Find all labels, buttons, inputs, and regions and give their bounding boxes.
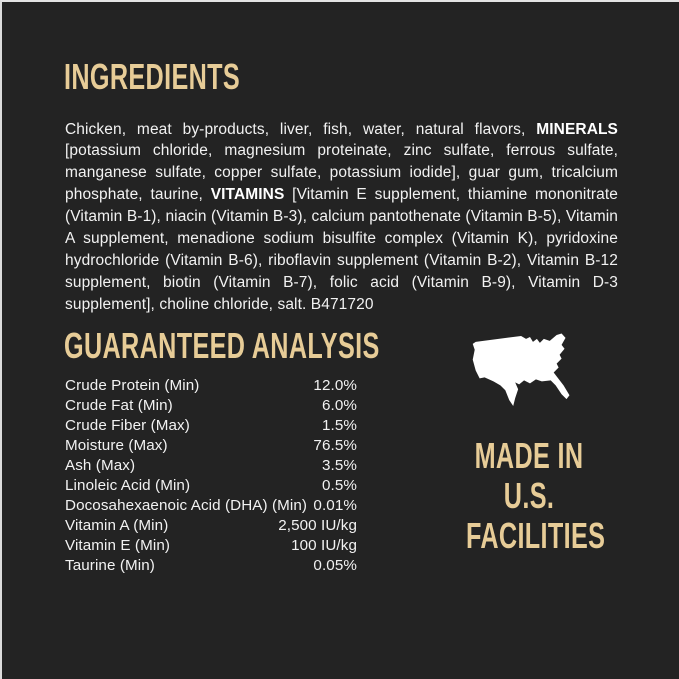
usa-map-icon	[472, 333, 570, 407]
minerals-label: MINERALS	[536, 120, 618, 138]
analysis-label: Vitamin A (Min)	[65, 517, 169, 534]
analysis-label: Crude Protein (Min)	[65, 377, 200, 394]
analysis-value: 0.5%	[321, 477, 357, 494]
analysis-label: Docosahexaenoic Acid (DHA) (Min)	[65, 497, 308, 514]
ingredients-text-part1: Chicken, meat by-products, liver, fish, …	[65, 120, 537, 138]
analysis-value: 1.5%	[321, 417, 357, 434]
made-in-text: MADE IN U.S. FACILITIES	[439, 436, 619, 556]
ingredients-heading: INGREDIENTS	[64, 56, 241, 97]
analysis-row: Crude Protein (Min) 12.0%	[65, 376, 357, 396]
analysis-label: Crude Fiber (Max)	[65, 417, 190, 434]
analysis-row: Crude Fat (Min) 6.0%	[65, 396, 357, 416]
analysis-value: 12.0%	[313, 377, 357, 394]
analysis-row: Ash (Max) 3.5%	[65, 456, 357, 476]
made-in-line-2: U.S.	[503, 475, 555, 516]
analysis-value: 76.5%	[313, 437, 357, 454]
analysis-row: Crude Fiber (Max) 1.5%	[65, 416, 357, 436]
ingredients-paragraph: Chicken, meat by-products, liver, fish, …	[65, 119, 618, 316]
analysis-value: 2,500 IU/kg	[278, 517, 357, 534]
analysis-label: Moisture (Max)	[65, 437, 168, 454]
made-in-line-3: FACILITIES	[466, 515, 606, 556]
analysis-value: 6.0%	[321, 397, 357, 414]
analysis-row: Moisture (Max) 76.5%	[65, 436, 357, 456]
analysis-label: Linoleic Acid (Min)	[65, 477, 191, 494]
analysis-label: Crude Fat (Min)	[65, 397, 173, 414]
guaranteed-analysis-heading: GUARANTEED ANALYSIS	[64, 325, 380, 366]
analysis-row: Vitamin E (Min) 100 IU/kg	[65, 536, 357, 556]
analysis-value: 0.05%	[313, 557, 357, 574]
ingredients-text-part2: [potassium chloride, magnesium proteinat…	[65, 142, 618, 204]
analysis-label: Vitamin E (Min)	[65, 537, 171, 554]
analysis-value: 3.5%	[321, 457, 357, 474]
analysis-row: Taurine (Min) 0.05%	[65, 556, 357, 576]
guaranteed-analysis-table: Crude Protein (Min) 12.0% Crude Fat (Min…	[65, 376, 357, 576]
analysis-label: Ash (Max)	[65, 457, 136, 474]
analysis-value: 100 IU/kg	[291, 537, 357, 554]
analysis-label: Taurine (Min)	[65, 557, 155, 574]
analysis-row: Vitamin A (Min) 2,500 IU/kg	[65, 516, 357, 536]
made-in-us-block: MADE IN U.S. FACILITIES	[439, 333, 619, 556]
analysis-row: Linoleic Acid (Min) 0.5%	[65, 476, 357, 496]
analysis-row: Docosahexaenoic Acid (DHA) (Min) 0.01%	[65, 496, 357, 516]
vitamins-label: VITAMINS	[210, 186, 285, 204]
analysis-value: 0.01%	[313, 497, 357, 514]
ingredients-text-part3: [Vitamin E supplement, thiamine mononitr…	[65, 186, 618, 313]
made-in-line-1: MADE IN	[474, 435, 584, 476]
